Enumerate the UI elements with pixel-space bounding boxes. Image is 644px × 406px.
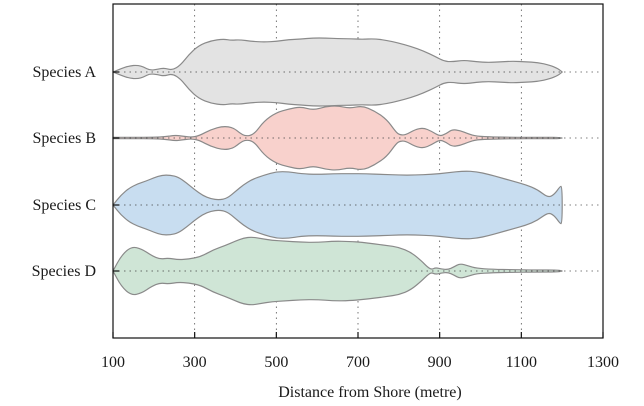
x-tick-label: 1300: [587, 354, 619, 371]
x-tick-label: 700: [346, 354, 370, 371]
x-tick-label: 100: [101, 354, 125, 371]
violin-species-b: [112, 105, 563, 171]
label-layer: 100 300 500 700 900 1100 1300 Species A Species …: [32, 64, 619, 371]
category-label: Species D: [32, 263, 96, 280]
violin-species-c: [112, 170, 563, 240]
category-label: Species B: [32, 130, 96, 147]
violin-species-a: [112, 37, 563, 107]
violin-layer: [112, 37, 563, 306]
x-axis-title: Distance from Shore (metre): [278, 384, 461, 401]
x-tick-label: 1100: [506, 354, 537, 371]
category-label: Species C: [32, 197, 96, 214]
x-tick-label: 900: [428, 354, 452, 371]
axis-layer: [112, 3, 604, 339]
category-label: Species A: [32, 64, 96, 81]
x-tick-label: 300: [183, 354, 207, 371]
x-tick-label: 500: [264, 354, 288, 371]
violin-species-d: [112, 236, 563, 306]
